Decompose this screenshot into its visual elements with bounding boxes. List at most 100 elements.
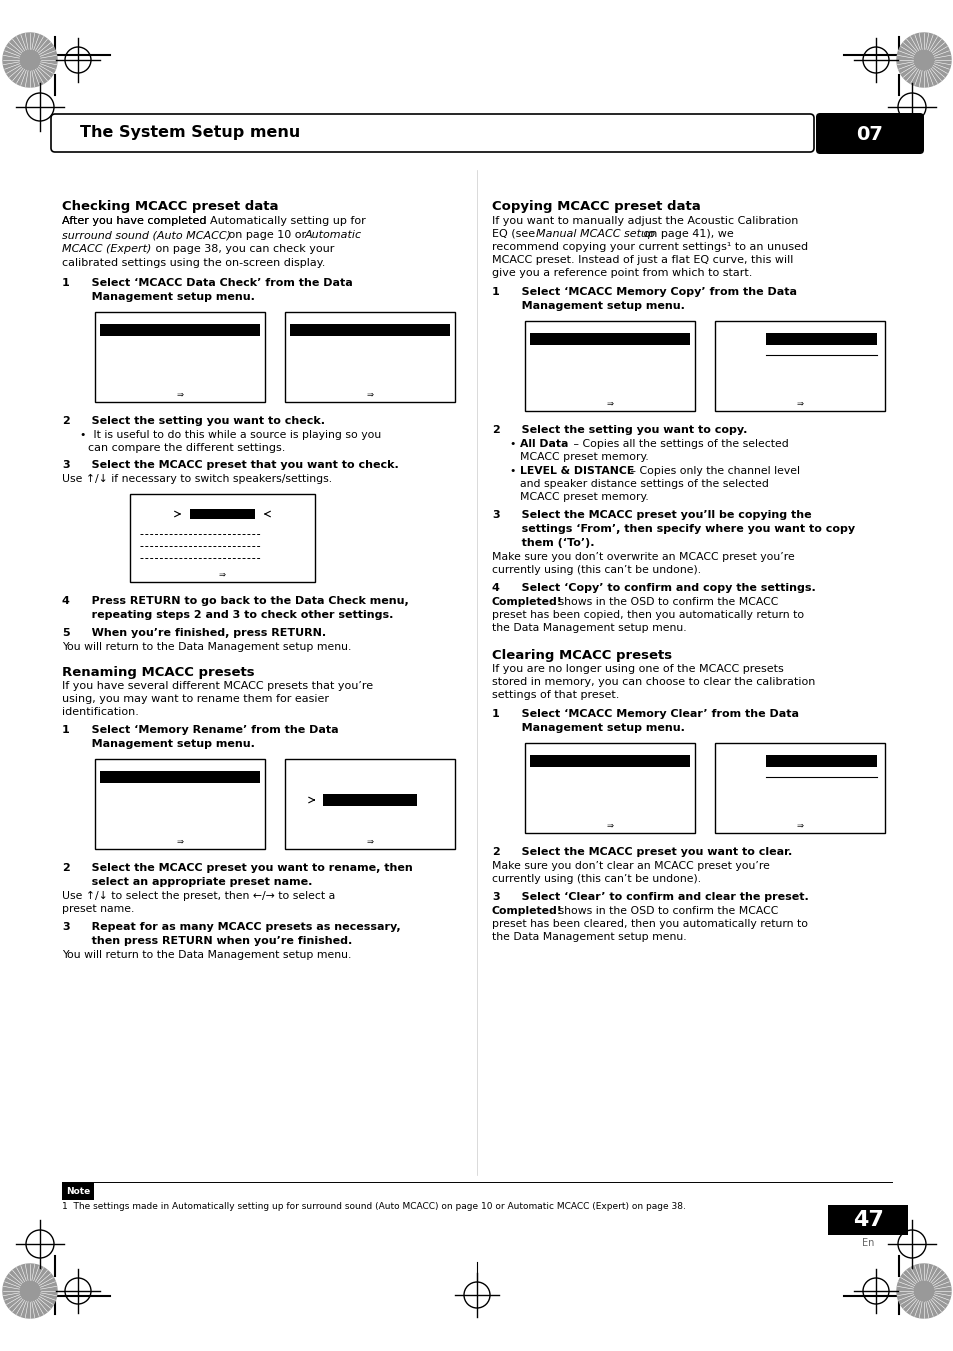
Text: Management setup menu.: Management setup menu. [80,739,254,748]
Text: ⇒: ⇒ [176,389,183,399]
Text: give you a reference point from which to start.: give you a reference point from which to… [492,267,752,278]
Text: the Data Management setup menu.: the Data Management setup menu. [492,623,686,634]
Text: Completed!: Completed! [492,597,562,607]
Text: shows in the OSD to confirm the MCACC: shows in the OSD to confirm the MCACC [555,597,778,607]
Text: Select the setting you want to copy.: Select the setting you want to copy. [510,426,746,435]
Text: The System Setup menu: The System Setup menu [80,126,300,141]
Text: then press RETURN when you’re finished.: then press RETURN when you’re finished. [80,936,352,946]
Bar [95,759,265,848]
Text: stored in memory, you can choose to clear the calibration: stored in memory, you can choose to clea… [492,677,815,688]
Bar [524,322,695,411]
Bar [285,759,455,848]
Bar [714,322,884,411]
Text: MCACC preset. Instead of just a flat EQ curve, this will: MCACC preset. Instead of just a flat EQ … [492,255,793,265]
Text: Use ↑/↓ to select the preset, then ←/→ to select a: Use ↑/↓ to select the preset, then ←/→ t… [62,892,335,901]
Text: identification.: identification. [62,707,139,717]
Text: 47: 47 [852,1210,882,1229]
Text: 07: 07 [856,124,882,143]
Text: Select the MCACC preset you’ll be copying the: Select the MCACC preset you’ll be copyin… [510,509,811,520]
Text: – Copies all the settings of the selected: – Copies all the settings of the selecte… [569,439,788,449]
Text: settings of that preset.: settings of that preset. [492,690,618,700]
Bar [530,755,689,767]
Text: Select the setting you want to check.: Select the setting you want to check. [80,416,325,426]
Text: 3: 3 [492,892,499,902]
Text: Manual MCACC setup: Manual MCACC setup [536,230,655,239]
Bar [765,332,876,345]
Text: 2: 2 [492,426,499,435]
Text: preset name.: preset name. [62,904,134,915]
Text: repeating steps 2 and 3 to check other settings.: repeating steps 2 and 3 to check other s… [80,611,393,620]
Text: ⇒: ⇒ [176,836,183,846]
Text: on page 41), we: on page 41), we [639,230,733,239]
Text: Select ‘MCACC Data Check’ from the Data: Select ‘MCACC Data Check’ from the Data [80,278,353,288]
Text: Management setup menu.: Management setup menu. [510,723,684,734]
Text: and speaker distance settings of the selected: and speaker distance settings of the sel… [519,480,768,489]
Text: preset has been cleared, then you automatically return to: preset has been cleared, then you automa… [492,919,807,929]
Text: Select ‘MCACC Memory Clear’ from the Data: Select ‘MCACC Memory Clear’ from the Dat… [510,709,799,719]
Text: En: En [861,1238,873,1248]
Text: Clearing MCACC presets: Clearing MCACC presets [492,648,672,662]
FancyBboxPatch shape [51,113,813,153]
Bar [323,794,416,807]
Text: ⇒: ⇒ [796,399,802,408]
Text: •  It is useful to do this while a source is playing so you: • It is useful to do this while a source… [80,430,381,440]
Text: Select ‘MCACC Memory Copy’ from the Data: Select ‘MCACC Memory Copy’ from the Data [510,286,796,297]
Text: the Data Management setup menu.: the Data Management setup menu. [492,932,686,942]
Text: currently using (this can’t be undone).: currently using (this can’t be undone). [492,874,700,884]
Text: Press RETURN to go back to the Data Check menu,: Press RETURN to go back to the Data Chec… [80,596,408,607]
Text: When you’re finished, press RETURN.: When you’re finished, press RETURN. [80,628,326,638]
Bar [95,312,265,403]
Text: MCACC preset memory.: MCACC preset memory. [519,492,648,503]
Text: 2: 2 [62,416,70,426]
Bar [130,494,314,582]
Text: Checking MCACC preset data: Checking MCACC preset data [62,200,278,213]
Text: ⇒: ⇒ [366,389,374,399]
Text: Select ‘Memory Rename’ from the Data: Select ‘Memory Rename’ from the Data [80,725,338,735]
Text: 3: 3 [62,459,70,470]
Text: them (‘To’).: them (‘To’). [510,538,594,549]
Text: Repeat for as many MCACC presets as necessary,: Repeat for as many MCACC presets as nece… [80,921,400,932]
Text: You will return to the Data Management setup menu.: You will return to the Data Management s… [62,950,351,961]
Text: If you want to manually adjust the Acoustic Calibration: If you want to manually adjust the Acous… [492,216,798,226]
Text: ⇒: ⇒ [219,570,226,578]
Text: settings ‘From’, then specify where you want to copy: settings ‘From’, then specify where you … [510,524,854,534]
Text: Select the MCACC preset that you want to check.: Select the MCACC preset that you want to… [80,459,398,470]
Text: ⇒: ⇒ [606,820,613,830]
Text: 5: 5 [62,628,70,638]
Text: Copying MCACC preset data: Copying MCACC preset data [492,200,700,213]
Text: EQ (see: EQ (see [492,230,538,239]
Text: calibrated settings using the on-screen display.: calibrated settings using the on-screen … [62,258,325,267]
Text: – Copies only the channel level: – Copies only the channel level [626,466,800,476]
Bar [714,743,884,834]
Text: Renaming MCACC presets: Renaming MCACC presets [62,666,254,680]
Text: preset has been copied, then you automatically return to: preset has been copied, then you automat… [492,611,803,620]
Bar [530,332,689,345]
Bar [100,771,260,784]
Text: surround sound (Auto MCACC): surround sound (Auto MCACC) [62,230,231,240]
Polygon shape [3,32,57,86]
Text: ⇒: ⇒ [366,836,374,846]
Text: using, you may want to rename them for easier: using, you may want to rename them for e… [62,694,329,704]
Text: •: • [510,439,523,449]
Text: Select ‘Clear’ to confirm and clear the preset.: Select ‘Clear’ to confirm and clear the … [510,892,808,902]
Text: LEVEL & DISTANCE: LEVEL & DISTANCE [519,466,634,476]
Polygon shape [3,1265,57,1319]
Text: on page 10 or: on page 10 or [225,230,310,240]
Text: Management setup menu.: Management setup menu. [80,292,254,303]
Text: 2: 2 [62,863,70,873]
Text: 3: 3 [62,921,70,932]
Bar [100,324,260,336]
Text: Automatic: Automatic [305,230,362,240]
Text: 4: 4 [492,584,499,593]
Bar [190,509,254,519]
Text: recommend copying your current settings¹ to an unused: recommend copying your current settings¹… [492,242,807,253]
Text: If you are no longer using one of the MCACC presets: If you are no longer using one of the MC… [492,663,783,674]
Bar [285,312,455,403]
Text: Completed!: Completed! [492,907,562,916]
Text: select an appropriate preset name.: select an appropriate preset name. [80,877,312,888]
Text: You will return to the Data Management setup menu.: You will return to the Data Management s… [62,642,351,653]
Text: After you have completed Automatically setting up for: After you have completed Automatically s… [62,216,365,226]
Text: Select the MCACC preset you want to rename, then: Select the MCACC preset you want to rena… [80,863,413,873]
FancyBboxPatch shape [815,113,923,154]
Text: currently using (this can’t be undone).: currently using (this can’t be undone). [492,565,700,576]
